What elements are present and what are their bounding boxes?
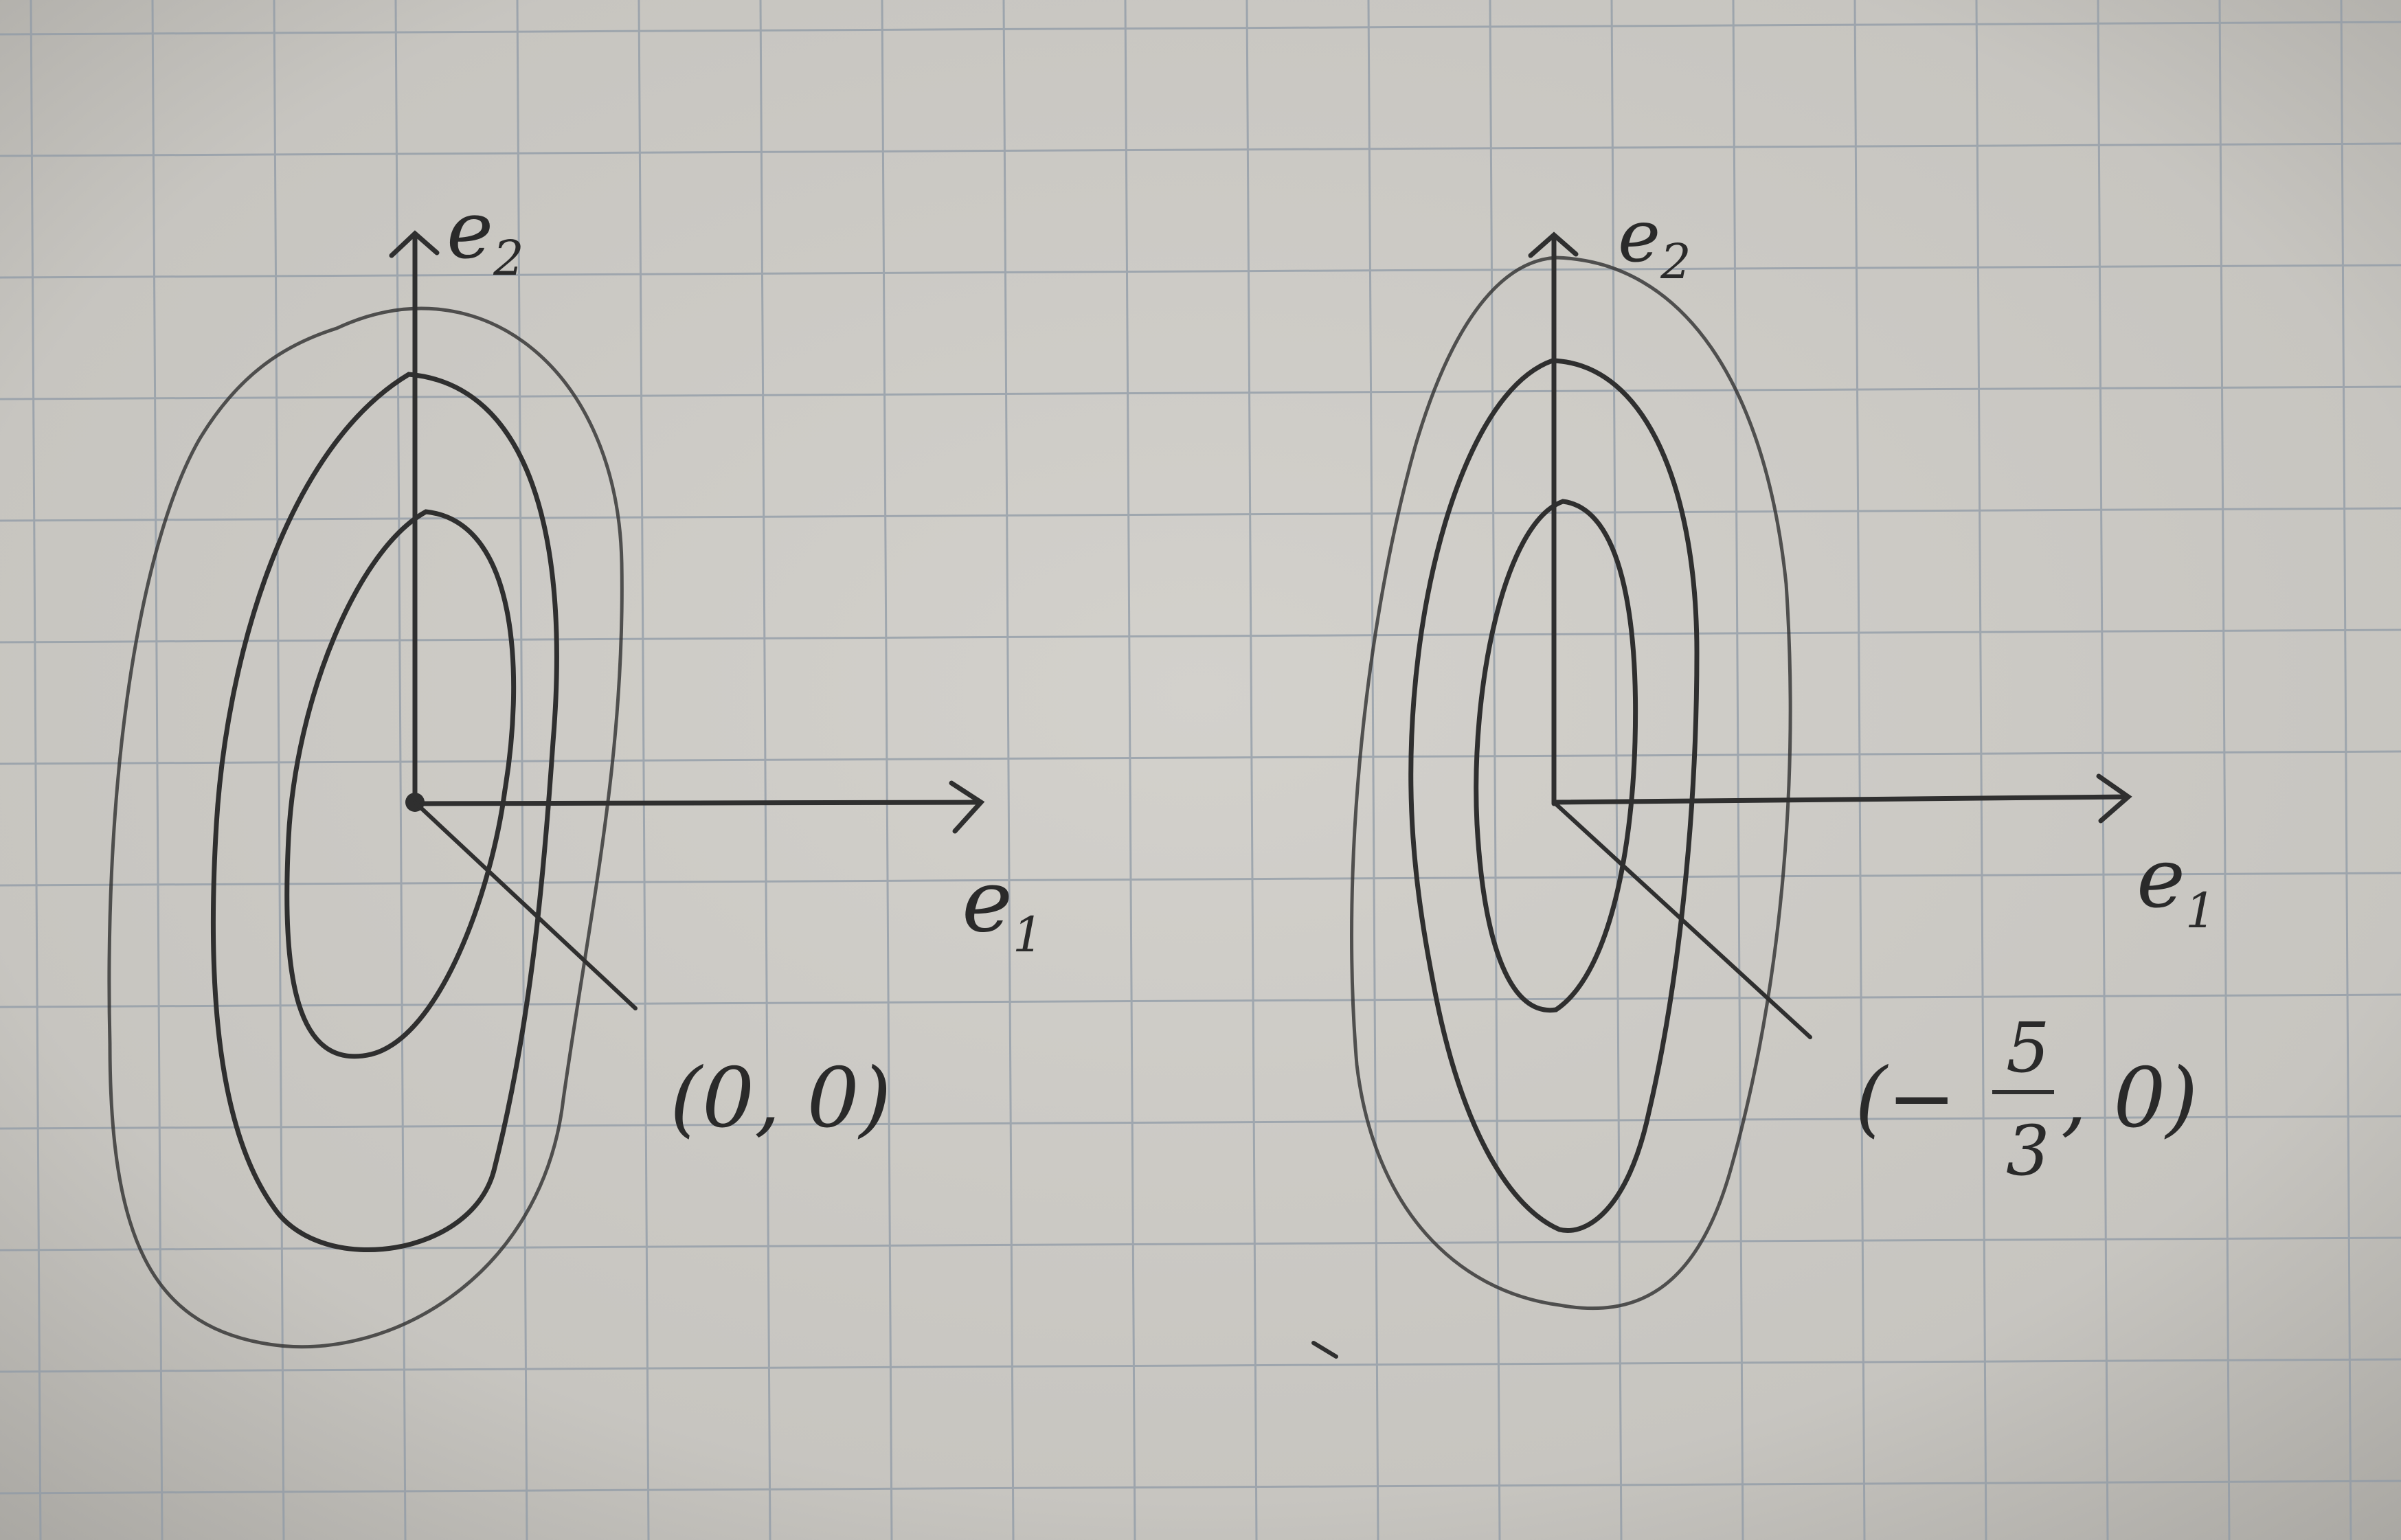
svg-text:3: 3: [2006, 1111, 2050, 1191]
left-e1-axis: [415, 802, 979, 804]
left-point-label: (0, 0): [670, 1051, 892, 1146]
svg-text:, 0): , 0): [2061, 1051, 2198, 1146]
svg-text:(−: (−: [1855, 1051, 1956, 1146]
svg-text:5: 5: [2006, 1008, 2050, 1088]
